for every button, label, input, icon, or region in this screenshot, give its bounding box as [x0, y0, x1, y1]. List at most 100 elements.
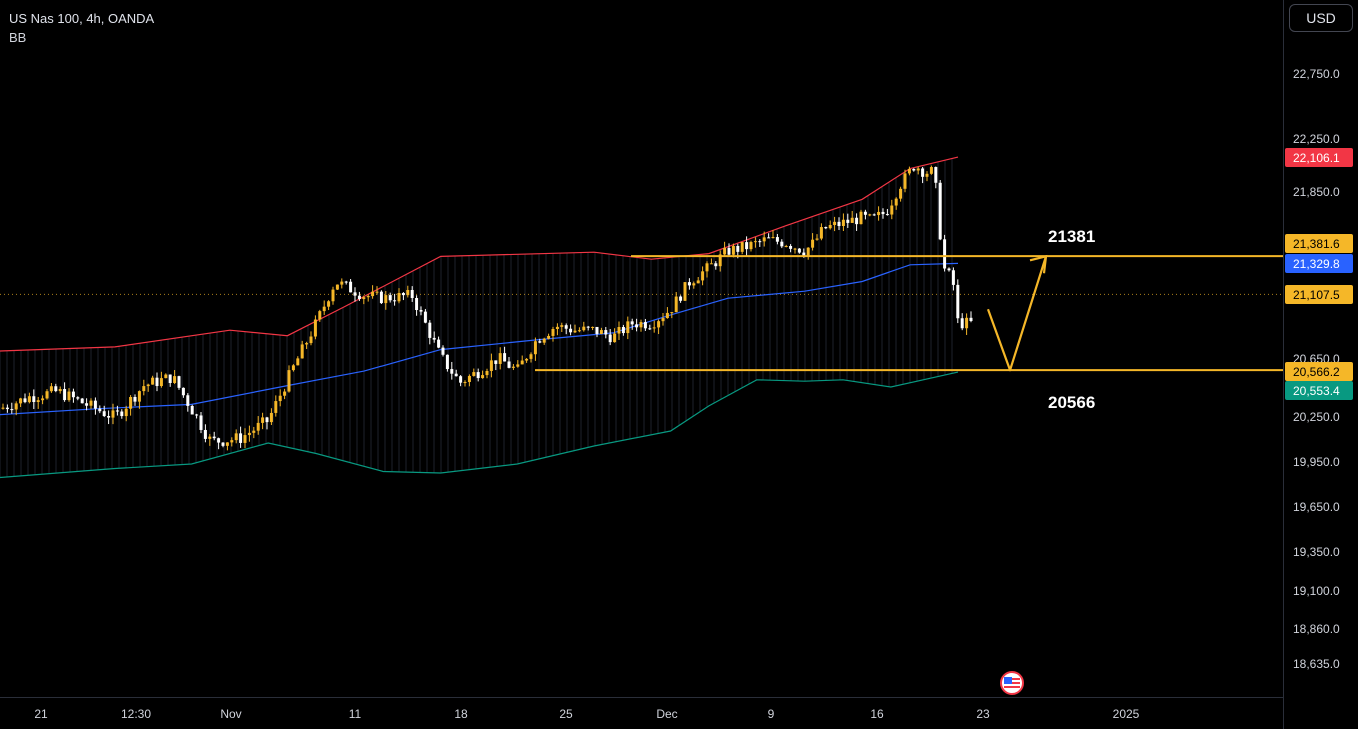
- candle-body: [569, 328, 573, 333]
- candle-body: [344, 281, 348, 283]
- candle-body: [287, 370, 291, 392]
- candle-body: [318, 311, 322, 320]
- time-axis-tick: 23: [976, 707, 990, 721]
- candle-body: [384, 295, 388, 304]
- candle-body: [670, 312, 674, 314]
- candle-body: [859, 211, 863, 225]
- candle-body: [36, 400, 40, 403]
- candle-body: [14, 403, 18, 410]
- candle-body: [921, 168, 925, 177]
- candle-body: [190, 405, 194, 415]
- candle-body: [234, 433, 238, 441]
- projection-arrow[interactable]: [986, 255, 1048, 372]
- price-label-tag: [1285, 254, 1353, 273]
- candle-body: [89, 400, 93, 406]
- candle-body: [159, 378, 163, 387]
- level-label: 21381: [1048, 227, 1095, 246]
- candle-body: [41, 398, 45, 401]
- candle-body: [762, 237, 766, 242]
- time-axis-tick: 18: [454, 707, 468, 721]
- candle-body: [322, 306, 326, 312]
- candle-body: [793, 248, 797, 250]
- candle-body: [841, 219, 845, 227]
- price-label-value: 20,566.2: [1293, 365, 1340, 379]
- candle-body: [709, 263, 713, 265]
- candle-body: [221, 442, 225, 446]
- symbol-title: US Nas 100, 4h, OANDA: [9, 11, 155, 26]
- candle-body: [652, 327, 656, 329]
- candle-body: [93, 400, 97, 409]
- candle-body: [472, 372, 476, 376]
- currency-button[interactable]: USD: [1289, 4, 1353, 32]
- level-label: 20566: [1048, 393, 1095, 412]
- candle-body: [67, 391, 71, 401]
- time-axis-tick: Dec: [656, 707, 677, 721]
- candle-body: [445, 354, 449, 370]
- candle-body: [476, 372, 480, 379]
- candle-body: [1, 407, 5, 409]
- candle-body: [635, 324, 639, 328]
- time-axis-tick: Nov: [220, 707, 241, 721]
- candle-body: [916, 168, 920, 171]
- candle-body: [217, 438, 221, 443]
- candle-body: [903, 173, 907, 189]
- candle-body: [718, 254, 722, 267]
- indicator-label: BB: [9, 30, 27, 45]
- candle-body: [494, 360, 498, 364]
- candle-body: [516, 364, 520, 367]
- bb-upper-line: [0, 156, 959, 352]
- candle-body: [899, 188, 903, 199]
- candle-body: [881, 211, 885, 215]
- candle-body: [577, 330, 581, 332]
- candle-body: [617, 327, 621, 334]
- price-label-tag: [1285, 381, 1353, 400]
- candle-body: [366, 296, 370, 298]
- candle-body: [819, 227, 823, 239]
- candle-body: [533, 341, 537, 355]
- candle-body: [863, 211, 867, 215]
- candle-body: [393, 300, 397, 302]
- us-flag-icon[interactable]: [1000, 671, 1024, 695]
- candle-body: [71, 391, 75, 398]
- candle-body: [305, 343, 309, 345]
- candle-body: [894, 198, 898, 206]
- candle-body: [705, 263, 709, 272]
- candle-body: [5, 407, 9, 410]
- candle-body: [203, 429, 207, 439]
- candle-body: [19, 398, 23, 404]
- chart-legend: US Nas 100, 4h, OANDA BB: [9, 9, 154, 47]
- price-axis-tick: 19,100.0: [1293, 584, 1340, 598]
- candle-body: [401, 292, 405, 296]
- candle-body: [643, 322, 647, 329]
- candle-body: [701, 271, 705, 281]
- candle-body: [925, 173, 929, 177]
- candle-body: [736, 245, 740, 252]
- candle-body: [45, 391, 49, 399]
- candle-body: [379, 291, 383, 304]
- time-axis-tick: 25: [559, 707, 573, 721]
- candle-body: [674, 296, 678, 313]
- candle-body: [388, 295, 392, 301]
- price-axis-tick: 18,860.0: [1293, 622, 1340, 636]
- candle-body: [872, 214, 876, 216]
- candle-body: [371, 291, 375, 297]
- candle-body: [538, 341, 542, 343]
- candle-body: [855, 217, 859, 225]
- candle-body: [621, 327, 625, 334]
- candle-body: [63, 389, 67, 401]
- candle-body: [511, 366, 515, 368]
- bb-basis-line: [0, 262, 959, 416]
- candle-body: [771, 237, 775, 239]
- candle-body: [806, 247, 810, 256]
- candle-body: [349, 281, 353, 293]
- projection-arrowhead: [1029, 254, 1048, 274]
- candle-body: [142, 386, 146, 392]
- price-label-tag: [1285, 148, 1353, 167]
- candle-body: [269, 412, 273, 423]
- candle-body: [102, 411, 106, 417]
- candle-body: [120, 411, 124, 417]
- candle-body: [98, 408, 102, 412]
- candle-body: [107, 416, 111, 418]
- candle-body: [877, 211, 881, 216]
